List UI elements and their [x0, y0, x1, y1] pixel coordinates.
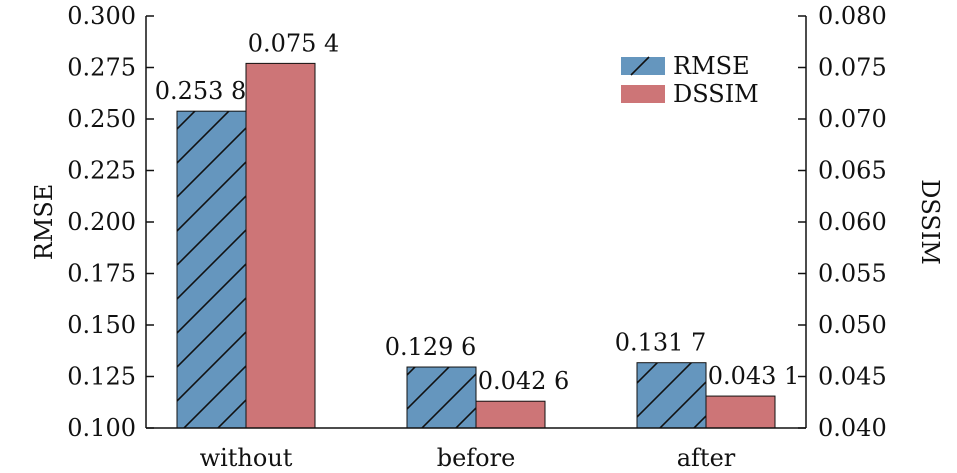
- y-tick-label-right: 0.055: [818, 260, 887, 288]
- y-tick-label-left: 0.250: [67, 105, 136, 133]
- axes-frame: [145, 15, 807, 429]
- y-tick-label-right: 0.065: [818, 157, 887, 185]
- y-tick-label-right: 0.040: [818, 414, 887, 442]
- y-tick-label-left: 0.125: [67, 363, 136, 391]
- labels-layer: 0.253 80.075 4 without 0.129 60.042 6 befor…: [30, 2, 944, 472]
- y-axis-title-right: DSSIM: [916, 179, 944, 265]
- y-tick-label-left: 0.275: [67, 54, 136, 82]
- bar-hatch-rmse-without: [177, 111, 246, 428]
- y-tick-label-left: 0.225: [67, 157, 136, 185]
- data-label-rmse-without: 0.253 8: [155, 77, 247, 105]
- x-tick-label-after: after: [677, 444, 736, 472]
- data-label-dssim-before: 0.042 6: [478, 367, 570, 395]
- y-tick-label-right: 0.045: [818, 363, 887, 391]
- y-tick-label-right: 0.050: [818, 311, 887, 339]
- y-tick-label-right: 0.070: [818, 105, 887, 133]
- bar-hatch-rmse-after: [637, 362, 706, 428]
- y-tick-label-left: 0.175: [67, 260, 136, 288]
- y-tick-label-right: 0.080: [818, 2, 887, 30]
- y-tick-label-right: 0.060: [818, 208, 887, 236]
- y-tick-label-left: 0.150: [67, 311, 136, 339]
- data-label-dssim-after: 0.043 1: [708, 362, 800, 390]
- y-tick-label-right: 0.075: [818, 54, 887, 82]
- bar-dssim-after: [706, 396, 775, 428]
- y-tick-label-left: 0.200: [67, 208, 136, 236]
- y-tick-label-left: 0.300: [67, 2, 136, 30]
- x-tick-label-before: before: [437, 444, 516, 472]
- x-tick-label-without: without: [200, 444, 293, 472]
- legend-swatch-dssim: [621, 85, 665, 103]
- bar-dssim-without: [246, 63, 315, 428]
- legend-swatch-rmse: [621, 57, 665, 75]
- data-label-rmse-after: 0.131 7: [615, 329, 707, 357]
- bar-hatch-rmse-before: [407, 367, 476, 428]
- y-tick-label-left: 0.100: [67, 414, 136, 442]
- y-axis-title-left: RMSE: [30, 184, 58, 261]
- data-label-dssim-without: 0.075 4: [248, 29, 340, 57]
- legend-label-dssim: DSSIM: [673, 80, 759, 108]
- legend-label-rmse: RMSE: [673, 52, 750, 80]
- legend-hatch-rmse: [630, 56, 650, 76]
- data-label-rmse-before: 0.129 6: [385, 333, 477, 361]
- bar-dssim-before: [476, 401, 545, 428]
- bars-layer: [176, 62, 776, 429]
